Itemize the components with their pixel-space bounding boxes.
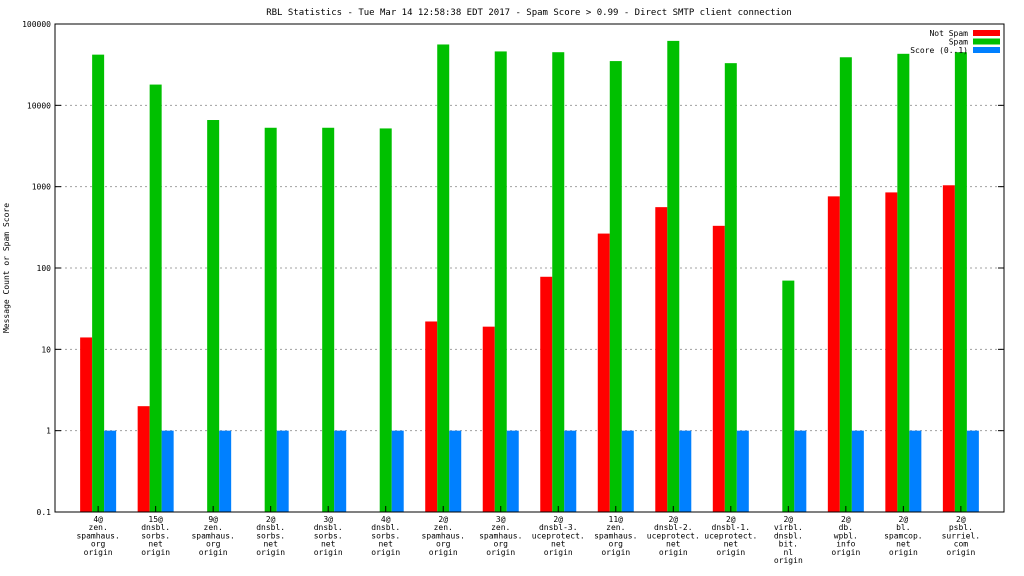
- bar-spam: [322, 127, 335, 512]
- bar-score-0-1: [564, 430, 577, 512]
- x-axis-labels: 4@ zen. spamhaus. org origin 15@ dnsbl. sorbs. n…: [76, 515, 980, 565]
- bar-score-0-1: [161, 430, 174, 512]
- legend-label: Score (0..1): [910, 46, 968, 55]
- bar-score-0-1: [391, 430, 404, 512]
- x-category-label: 2@ bl. spamcop. net origin: [884, 515, 923, 557]
- x-category-label: 2@ zen. spamhaus. org origin: [422, 515, 465, 557]
- legend-swatch: [973, 47, 1000, 53]
- x-category-label: 3@ dnsbl. sorbs. net origin: [314, 515, 343, 557]
- bar-spam: [954, 52, 967, 512]
- bar-spam: [494, 51, 507, 513]
- bar-score-0-1: [104, 430, 117, 512]
- x-category-label: 2@ psbl. surriel. com origin: [942, 515, 981, 557]
- x-category-label: 2@ db. wpbl. info origin: [831, 515, 860, 557]
- bar-score-0-1: [276, 430, 289, 512]
- bar-spam: [782, 280, 795, 512]
- bar-spam: [609, 61, 622, 513]
- bar-not-spam: [80, 337, 93, 512]
- bar-score-0-1: [794, 430, 807, 512]
- x-category-label: 2@ dnsbl-3. uceprotect. net origin: [532, 515, 585, 557]
- bar-spam: [897, 53, 910, 513]
- bar-score-0-1: [679, 430, 692, 512]
- bar-spam: [264, 127, 277, 512]
- bar-not-spam: [482, 326, 495, 512]
- bar-spam: [207, 120, 220, 512]
- legend-swatch: [973, 30, 1000, 36]
- x-category-label: 15@ dnsbl. sorbs. net origin: [141, 515, 170, 557]
- x-category-label: 4@ zen. spamhaus. org origin: [76, 515, 119, 557]
- chart-title: RBL Statistics - Tue Mar 14 12:58:38 EDT…: [266, 8, 792, 18]
- bar-spam: [437, 44, 450, 512]
- y-tick-label: 1: [46, 427, 51, 436]
- bar-not-spam: [425, 321, 438, 512]
- bar-spam: [379, 128, 392, 512]
- bar-score-0-1: [736, 430, 749, 512]
- bar-not-spam: [540, 276, 553, 512]
- bar-spam: [92, 54, 105, 512]
- y-tick-label: 10000: [27, 101, 51, 110]
- x-category-label: 2@ dnsbl-2. uceprotect. net origin: [647, 515, 700, 557]
- legend-swatch: [973, 38, 1000, 45]
- bar-spam: [724, 63, 737, 513]
- x-category-label: 2@ virbl. dnsbl. bit. nl origin: [774, 515, 803, 565]
- bar-not-spam: [942, 185, 955, 512]
- x-category-label: 11@ zen. spamhaus. org origin: [594, 515, 637, 557]
- bar-score-0-1: [851, 430, 864, 512]
- legend-label: Spam: [949, 38, 968, 47]
- bar-not-spam: [712, 225, 725, 513]
- legend-label: Not Spam: [929, 29, 968, 38]
- bar-score-0-1: [966, 430, 979, 512]
- y-axis-label: Message Count or Spam Score: [2, 203, 11, 333]
- y-axis-ticks: 0.1 1 10 100 1000 10000 100000: [22, 20, 1004, 517]
- y-tick-label: 100: [37, 264, 52, 273]
- x-category-label: 2@ dnsbl-1. uceprotect. net origin: [704, 515, 757, 557]
- x-category-label: 9@ zen. spamhaus. org origin: [191, 515, 234, 557]
- bar-not-spam: [885, 192, 898, 512]
- y-tick-label: 1000: [32, 183, 51, 192]
- gridlines: [55, 104, 1004, 432]
- bar-not-spam: [137, 406, 150, 512]
- bar-not-spam: [655, 207, 668, 512]
- bar-score-0-1: [334, 430, 347, 512]
- x-category-label: 2@ dnsbl. sorbs. net origin: [256, 515, 285, 557]
- y-tick-label: 10: [41, 345, 51, 354]
- bar-spam: [552, 52, 565, 512]
- bar-score-0-1: [219, 430, 232, 512]
- bar-score-0-1: [449, 430, 462, 512]
- y-tick-label: 100000: [22, 20, 51, 29]
- bar-spam: [149, 84, 162, 512]
- bar-score-0-1: [909, 430, 922, 512]
- y-tick-label: 0.1: [37, 508, 52, 517]
- bar-score-0-1: [506, 430, 519, 512]
- bar-spam: [667, 40, 680, 513]
- bar-not-spam: [827, 196, 840, 513]
- x-category-label: 3@ zen. spamhaus. org origin: [479, 515, 522, 557]
- bar-score-0-1: [621, 430, 634, 512]
- bars: [80, 40, 979, 513]
- x-category-label: 4@ dnsbl. sorbs. net origin: [371, 515, 400, 557]
- bar-spam: [839, 57, 852, 513]
- bar-not-spam: [597, 233, 610, 513]
